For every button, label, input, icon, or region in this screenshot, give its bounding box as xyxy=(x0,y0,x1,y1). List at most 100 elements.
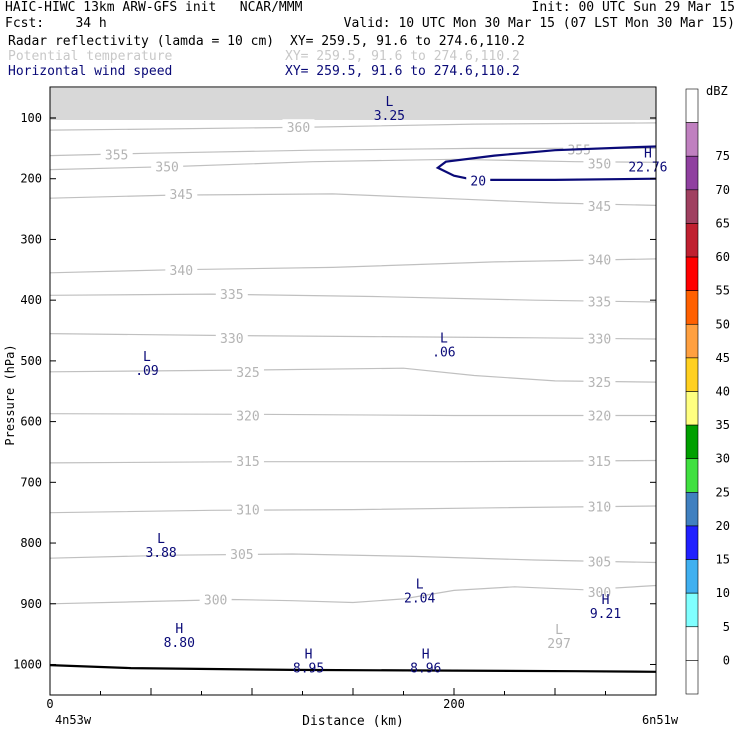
y-tick-label: 700 xyxy=(20,475,42,489)
wind-extremum-type: H xyxy=(602,593,610,608)
valid-time: Valid: 10 UTC Mon 30 Mar 15 (07 LST Mon … xyxy=(343,16,735,31)
theta-label-bg xyxy=(231,363,264,379)
theta-contour-label: 305 xyxy=(230,548,253,563)
theta-contour-label: 345 xyxy=(588,200,611,215)
theta-label-bg xyxy=(583,330,616,346)
y-tick-label: 1000 xyxy=(13,657,42,671)
colorbar-swatch xyxy=(685,391,699,426)
colorbar-label: 75 xyxy=(716,149,730,163)
theta-contour-label: 310 xyxy=(588,501,611,516)
wind-extremum-value: 8.80 xyxy=(164,636,195,651)
x-start-label: 4n53w xyxy=(55,713,92,727)
colorbar-label: 0 xyxy=(723,653,730,667)
theta-label-bg xyxy=(231,407,264,423)
theta-label-bg xyxy=(583,407,616,423)
theta-contour xyxy=(49,505,657,514)
field-name-reflectivity: Radar reflectivity (lamda = 10 cm) xyxy=(8,34,275,49)
colorbar-label: 40 xyxy=(716,385,730,399)
theta-contour-label: 300 xyxy=(588,586,611,601)
wind-extremum-type: L xyxy=(157,532,165,547)
field-xy-reflectivity: XY= 259.5, 91.6 to 274.6,110.2 xyxy=(290,34,525,49)
wind-extremum-type: L xyxy=(416,578,424,593)
theta-contour-label: 355 xyxy=(105,148,128,163)
field-xy-wind: XY= 259.5, 91.6 to 274.6,110.2 xyxy=(285,64,520,79)
theta-contour xyxy=(49,193,657,206)
theta-contour-label: 315 xyxy=(236,455,259,470)
colorbar-swatch xyxy=(685,155,699,191)
theta-label-bg xyxy=(199,591,232,607)
y-tick-label: 500 xyxy=(20,354,42,368)
wind-extremum-type: H xyxy=(305,647,313,662)
colorbar-label: 30 xyxy=(716,452,730,466)
colorbar-swatch xyxy=(685,458,699,493)
theta-label-bg xyxy=(583,374,616,390)
theta-label-bg xyxy=(215,329,248,345)
theta-contour-label: 345 xyxy=(170,188,193,203)
wind-extremum-type: H xyxy=(644,146,652,161)
model-title: HAIC-HIWC 13km ARW-GFS init NCAR/MMM xyxy=(5,0,303,15)
theta-contour-label: 350 xyxy=(588,158,611,173)
wind-extremum-value: 22.76 xyxy=(628,160,667,175)
init-time: Init: 00 UTC Sun 29 Mar 15 xyxy=(531,0,736,15)
y-tick-label: 400 xyxy=(20,293,42,307)
wind-extremum-value: 3.25 xyxy=(374,109,405,124)
theta-contour-label: 320 xyxy=(588,410,611,425)
wind-extremum-type: L xyxy=(440,332,448,347)
theta-label-bg xyxy=(231,453,264,469)
wind-extremum-type: L xyxy=(385,95,393,110)
theta-contour-label: 315 xyxy=(588,455,611,470)
wind-contour xyxy=(435,145,657,181)
theta-contour xyxy=(49,459,657,464)
theta-contour-label: 335 xyxy=(220,288,243,303)
colorbar-swatch xyxy=(685,189,699,224)
theta-label-bg xyxy=(583,453,616,469)
theta-contour xyxy=(49,584,657,605)
colorbar-swatch xyxy=(685,323,699,359)
theta-label-bg xyxy=(151,158,184,174)
theta-contour xyxy=(49,293,657,303)
theta-contour-label: 355 xyxy=(567,144,590,159)
colorbar-swatch xyxy=(685,88,699,123)
theta-contour-label: 350 xyxy=(155,161,178,176)
wind-extremum-value: 3.88 xyxy=(145,546,176,561)
theta-contour-label: 325 xyxy=(588,376,611,391)
theta-label-bg xyxy=(165,185,198,201)
y-tick-label: 100 xyxy=(20,111,42,125)
theta-extremum-type: L xyxy=(555,623,563,638)
wind-extremum-type: H xyxy=(422,647,430,662)
wind-extremum-value: 8.95 xyxy=(293,661,324,676)
theta-contour xyxy=(49,258,657,274)
theta-extremum-value: 297 xyxy=(547,637,570,652)
y-tick-label: 900 xyxy=(20,597,42,611)
wind-extremum-value: 8.96 xyxy=(410,661,441,676)
colorbar-label: 25 xyxy=(716,485,730,499)
theta-label-bg xyxy=(583,498,616,514)
colorbar-swatch xyxy=(685,525,699,560)
x-axis-title: Distance (km) xyxy=(302,714,404,729)
wind-extremum-value: .06 xyxy=(432,346,455,361)
theta-contour-label: 330 xyxy=(220,332,243,347)
theta-label-bg xyxy=(583,198,616,214)
y-tick-label: 300 xyxy=(20,232,42,246)
colorbar-swatch xyxy=(685,660,699,695)
wind-extremum-value: .09 xyxy=(135,364,158,379)
theta-contour xyxy=(49,413,656,417)
y-tick-label: 800 xyxy=(20,536,42,550)
theta-contour-label: 340 xyxy=(588,253,611,268)
plot-frame xyxy=(49,86,657,696)
colorbar-swatch xyxy=(685,592,699,628)
colorbar-label: 20 xyxy=(716,519,730,533)
colorbar-label: 65 xyxy=(716,216,730,230)
wind-extremum-value: 2.04 xyxy=(404,592,435,607)
x-tick-label: 0 xyxy=(46,697,53,711)
colorbar-swatch xyxy=(685,492,699,527)
theta-contour xyxy=(49,122,657,131)
wind-contour-label: 20 xyxy=(470,175,486,190)
theta-label-bg xyxy=(583,155,616,171)
theta-contour xyxy=(49,333,657,340)
colorbar-swatch xyxy=(685,424,699,460)
theta-label-bg xyxy=(215,286,248,302)
colorbar-label: 55 xyxy=(716,284,730,298)
colorbar-label: 10 xyxy=(716,586,730,600)
